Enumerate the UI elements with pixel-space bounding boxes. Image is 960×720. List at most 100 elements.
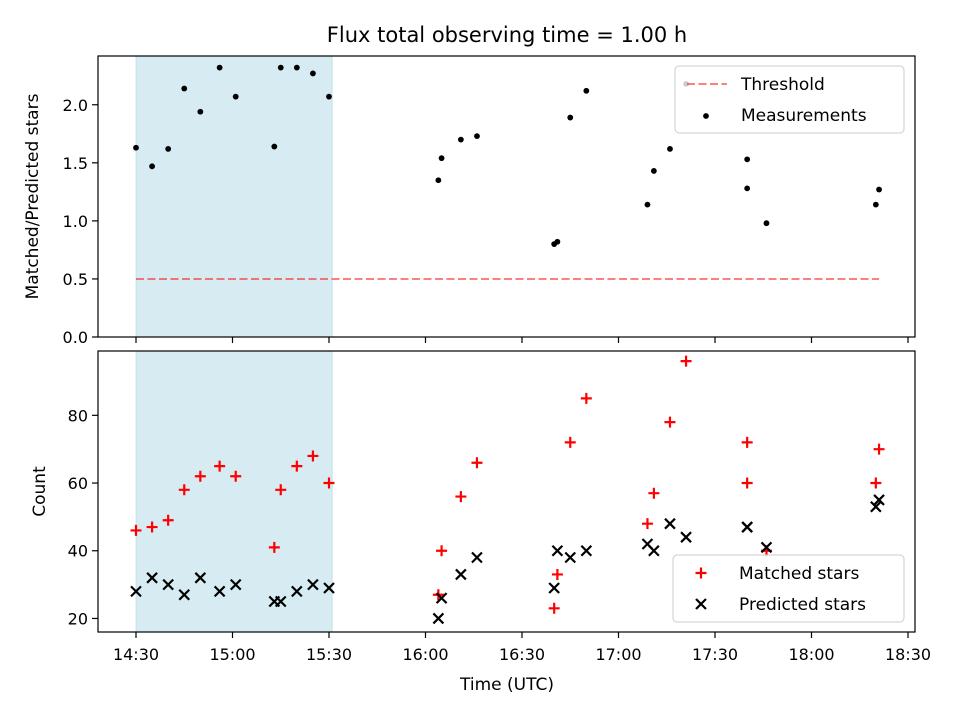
axes-frame [97, 55, 916, 338]
x-tick-label: 17:30 [692, 645, 738, 664]
matched-star-marker [664, 416, 676, 428]
measurement-point [763, 220, 770, 227]
predicted-star-marker [213, 585, 226, 598]
matched-star-marker [741, 436, 753, 448]
predicted-star-marker [548, 582, 560, 594]
measurement-point [165, 145, 172, 152]
y-tick-label: 2.0 [63, 96, 88, 115]
matched-star-marker [870, 477, 882, 489]
y-tick-label: 0.0 [63, 328, 88, 347]
y-tick-label: 1.5 [63, 154, 88, 173]
measurement-point [650, 168, 657, 174]
measurement-point [271, 143, 278, 150]
measurement-point [667, 145, 673, 152]
matched-star-marker [741, 477, 753, 489]
predicted-star-marker [455, 568, 467, 581]
predicted-star-marker [551, 544, 564, 557]
measurement-point [457, 136, 464, 143]
matched-star-marker [641, 518, 653, 530]
matched-star-marker [648, 487, 660, 499]
measurement-point [438, 155, 445, 162]
legend-predicted-swatch [695, 598, 707, 610]
predicted-star-marker [873, 494, 885, 506]
axes-frame [97, 350, 916, 633]
predicted-star-marker [680, 531, 692, 543]
predicted-star-marker [870, 500, 882, 513]
measurement-point [277, 64, 284, 71]
matched-star-marker [873, 443, 885, 455]
x-tick-label: 15:00 [209, 645, 255, 664]
predicted-star-marker [648, 544, 660, 557]
x-tick-label: 16:00 [402, 645, 448, 664]
measurement-point [744, 156, 751, 163]
measurement-point [293, 64, 300, 71]
y-axis-label: Count [30, 466, 50, 517]
predicted-star-marker [274, 595, 287, 608]
predicted-star-marker [178, 588, 191, 601]
measurement-point [197, 108, 204, 115]
measurement-point [232, 93, 239, 100]
x-tick-label: 18:00 [788, 645, 834, 664]
y-axis-label: Matched/Predicted stars [23, 93, 43, 299]
y-tick-label: 80 [68, 406, 88, 425]
measurement-point [326, 93, 332, 100]
legend-box [672, 554, 905, 623]
predicted-star-marker [432, 612, 445, 625]
y-tick-label: 40 [68, 542, 88, 561]
legend-box [674, 65, 905, 134]
predicted-star-marker [564, 551, 577, 564]
matched-star-marker [564, 436, 576, 448]
x-tick-label: 14:30 [113, 645, 159, 664]
measurement-point [133, 144, 139, 151]
predicted-star-marker [130, 585, 142, 598]
measurement-point [644, 201, 651, 208]
matched-star-marker [680, 355, 692, 367]
matched-star-marker [323, 477, 335, 489]
y-tick-label: 0.5 [63, 270, 88, 289]
legend-label: Threshold [740, 75, 825, 95]
x-tick-label: 15:30 [306, 645, 352, 664]
legend-matched-swatch [695, 567, 707, 579]
matched-star-marker [548, 602, 560, 614]
matched-star-marker [194, 470, 206, 482]
matched-star-marker [455, 491, 467, 503]
legend-label: Matched stars [739, 564, 859, 584]
y-tick-label: 20 [68, 609, 88, 628]
predicted-star-marker [323, 582, 335, 594]
measurement-point [149, 163, 155, 170]
matched-star-marker [291, 460, 303, 472]
predicted-star-marker [162, 578, 174, 591]
measurement-point [310, 70, 316, 77]
predicted-star-marker [471, 551, 483, 564]
predicted-star-marker [760, 541, 773, 554]
highlight-span [135, 350, 333, 633]
matched-star-marker [436, 545, 448, 557]
measurement-point [744, 185, 751, 192]
highlight-span [135, 55, 333, 338]
measurement-point [872, 201, 879, 208]
predicted-star-marker [307, 578, 319, 591]
ratio-panel: 0.0 0.5 1.0 1.5 2.0 Matched/Predicted stars Th… [23, 55, 916, 347]
matched-star-marker [130, 524, 142, 536]
predicted-star-marker [291, 585, 303, 598]
measurement-point [474, 133, 480, 140]
legend-measurement-swatch [703, 113, 709, 119]
matched-star-marker [275, 484, 287, 496]
matched-star-marker [214, 460, 226, 472]
matched-star-marker [146, 521, 158, 533]
x-tick-label: 17:00 [595, 645, 641, 664]
count-panel: 20 40 60 80 14:30 15:00 15:30 16:00 16:30 17:00 17… [30, 350, 931, 664]
matched-star-marker [162, 514, 174, 526]
matched-star-marker [307, 450, 319, 462]
matched-star-marker [580, 392, 592, 404]
x-tick-label: 18:30 [885, 645, 931, 664]
y-tick-label: 1.0 [63, 212, 88, 231]
predicted-star-marker [435, 592, 448, 604]
measurement-point [554, 238, 561, 245]
matched-star-marker [178, 484, 190, 496]
matched-star-marker [471, 457, 483, 469]
x-tick-label: 16:30 [499, 645, 545, 664]
measurement-point [216, 64, 223, 71]
measurement-point [876, 186, 882, 193]
